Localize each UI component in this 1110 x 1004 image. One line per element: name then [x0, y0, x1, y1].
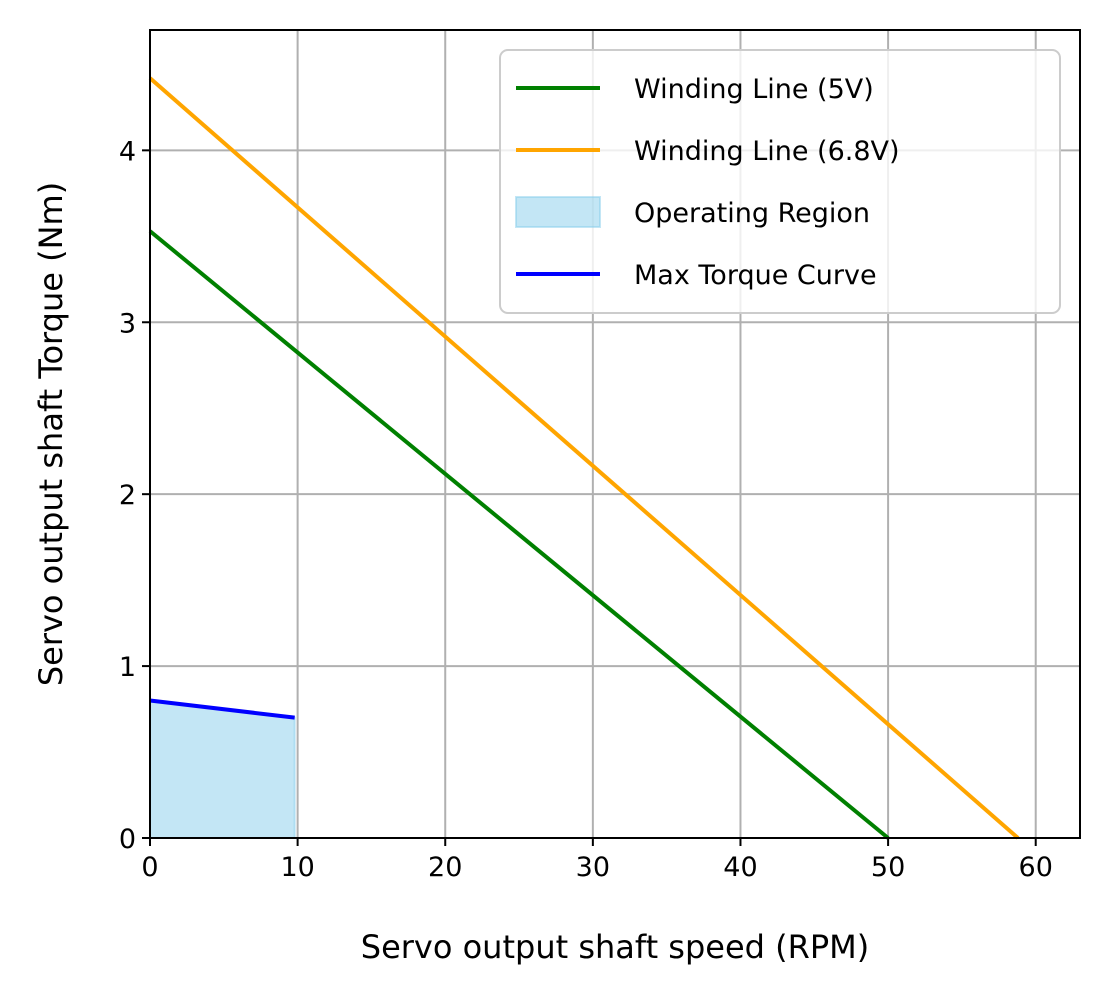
- line-layer: [148, 76, 1020, 840]
- y-tick-label: 2: [119, 480, 136, 511]
- series-line-1: [148, 76, 1020, 840]
- legend-box: [499, 49, 1061, 314]
- operating-region-area: [149, 699, 296, 839]
- y-tick-label: 0: [119, 824, 136, 855]
- y-axis-label: Servo output shaft Torque (Nm): [32, 182, 70, 686]
- x-tick-label: 50: [871, 852, 905, 883]
- y-tick-label: 1: [119, 652, 136, 683]
- y-tick-label: 4: [119, 136, 136, 167]
- y-tick-label: 3: [119, 308, 136, 339]
- x-tick-label: 10: [280, 852, 314, 883]
- x-tick-label: 60: [1019, 852, 1053, 883]
- legend-entry-label: Max Torque Curve: [634, 260, 877, 291]
- x-tick-label: 30: [576, 852, 610, 883]
- legend-entry-label: Operating Region: [634, 198, 870, 229]
- x-tick-label: 0: [141, 852, 158, 883]
- legend-entry-label: Winding Line (6.8V): [634, 136, 900, 167]
- legend-entry-label: Winding Line (5V): [634, 74, 874, 105]
- ticks: 0 10 20 30 40 50 60 0 1 2 3 4: [119, 136, 1053, 883]
- legend: Winding Line (5V) Winding Line (6.8V) Oper…: [499, 49, 1061, 314]
- x-tick-label: 40: [723, 852, 757, 883]
- plot-frame: [149, 29, 1081, 839]
- x-axis-label: Servo output shaft speed (RPM): [361, 928, 870, 966]
- x-tick-label: 20: [428, 852, 462, 883]
- series-line-0: [148, 229, 890, 840]
- series-line-3: [149, 698, 295, 720]
- area-layer: [149, 699, 296, 839]
- legend-swatch: [515, 196, 601, 228]
